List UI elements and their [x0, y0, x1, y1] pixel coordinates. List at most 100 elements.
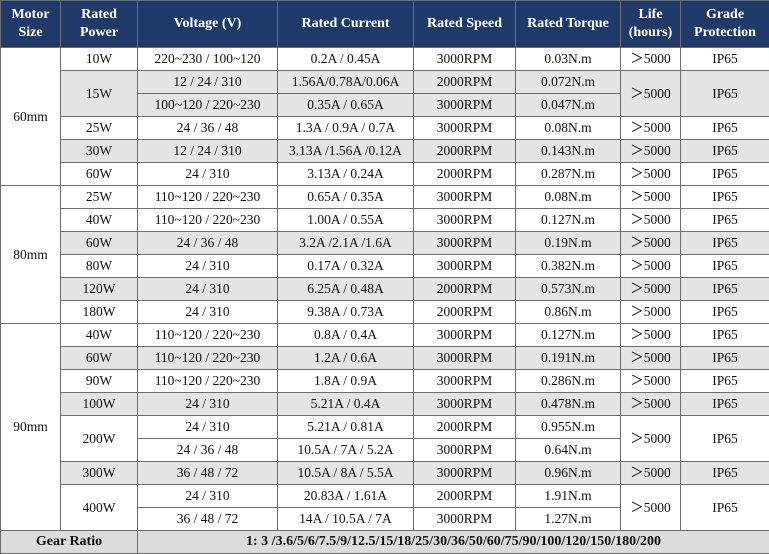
power-cell: 25W: [61, 186, 138, 209]
power-cell: 10W: [61, 48, 138, 71]
power-cell: 400W: [61, 485, 138, 531]
voltage-cell: 24 / 36 / 48: [138, 439, 278, 462]
torque-cell: 0.478N.m: [516, 393, 621, 416]
speed-cell: 3000RPM: [414, 370, 516, 393]
speed-cell: 2000RPM: [414, 71, 516, 94]
voltage-cell: 24 / 36 / 48: [138, 232, 278, 255]
protection-cell: IP65: [681, 485, 769, 531]
life-cell: ＞5000: [621, 462, 681, 485]
protection-cell: IP65: [681, 255, 769, 278]
power-cell: 90W: [61, 370, 138, 393]
voltage-cell: 12 / 24 / 310: [138, 140, 278, 163]
life-cell: ＞5000: [621, 186, 681, 209]
torque-cell: 1.27N.m: [516, 508, 621, 531]
voltage-cell: 36 / 48 / 72: [138, 462, 278, 485]
power-cell: 80W: [61, 255, 138, 278]
protection-cell: IP65: [681, 416, 769, 462]
power-cell: 200W: [61, 416, 138, 462]
header-text: Life: [621, 6, 680, 24]
life-cell: ＞5000: [621, 163, 681, 186]
header-text: Grade: [681, 6, 769, 24]
voltage-cell: 12 / 24 / 310: [138, 71, 278, 94]
gear-ratio-value: 1: 3 /3.6/5/6/7.5/9/12.5/15/18/25/30/36/…: [138, 531, 769, 554]
protection-cell: IP65: [681, 347, 769, 370]
current-cell: 1.8A / 0.9A: [278, 370, 414, 393]
protection-cell: IP65: [681, 71, 769, 117]
current-cell: 10.5A / 8A / 5.5A: [278, 462, 414, 485]
torque-cell: 0.03N.m: [516, 48, 621, 71]
voltage-cell: 110~120 / 220~230: [138, 186, 278, 209]
power-cell: 30W: [61, 140, 138, 163]
life-cell: ＞5000: [621, 255, 681, 278]
current-cell: 0.65A / 0.35A: [278, 186, 414, 209]
speed-cell: 3000RPM: [414, 324, 516, 347]
protection-cell: IP65: [681, 209, 769, 232]
header-text: Rated Torque: [516, 15, 620, 33]
torque-cell: 0.19N.m: [516, 232, 621, 255]
torque-cell: 0.127N.m: [516, 324, 621, 347]
header-text: Size: [1, 24, 60, 42]
header-text: Protection: [681, 24, 769, 42]
protection-cell: IP65: [681, 324, 769, 347]
voltage-cell: 24 / 310: [138, 163, 278, 186]
voltage-cell: 110~120 / 220~230: [138, 209, 278, 232]
power-cell: 120W: [61, 278, 138, 301]
life-cell: ＞5000: [621, 278, 681, 301]
voltage-cell: 24 / 310: [138, 393, 278, 416]
life-cell: ＞5000: [621, 324, 681, 347]
torque-cell: 0.08N.m: [516, 117, 621, 140]
voltage-cell: 24 / 310: [138, 416, 278, 439]
speed-cell: 3000RPM: [414, 508, 516, 531]
speed-cell: 3000RPM: [414, 232, 516, 255]
header-text: Voltage (V): [138, 15, 277, 33]
speed-cell: 3000RPM: [414, 94, 516, 117]
header-cell: Voltage (V): [138, 1, 278, 48]
voltage-cell: 24 / 310: [138, 255, 278, 278]
voltage-cell: 100~120 / 220~230: [138, 94, 278, 117]
voltage-cell: 36 / 48 / 72: [138, 508, 278, 531]
voltage-cell: 110~120 / 220~230: [138, 324, 278, 347]
protection-cell: IP65: [681, 301, 769, 324]
torque-cell: 0.08N.m: [516, 186, 621, 209]
life-cell: ＞5000: [621, 416, 681, 462]
power-cell: 300W: [61, 462, 138, 485]
current-cell: 20.83A / 1.61A: [278, 485, 414, 508]
motor-size-cell: 90mm: [1, 324, 61, 531]
torque-cell: 0.072N.m: [516, 71, 621, 94]
protection-cell: IP65: [681, 462, 769, 485]
current-cell: 0.35A / 0.65A: [278, 94, 414, 117]
torque-cell: 0.127N.m: [516, 209, 621, 232]
current-cell: 5.21A / 0.4A: [278, 393, 414, 416]
protection-cell: IP65: [681, 370, 769, 393]
life-cell: ＞5000: [621, 209, 681, 232]
protection-cell: IP65: [681, 393, 769, 416]
voltage-cell: 24 / 310: [138, 301, 278, 324]
torque-cell: 0.573N.m: [516, 278, 621, 301]
header-text: Motor: [1, 6, 60, 24]
current-cell: 3.2A /2.1A /1.6A: [278, 232, 414, 255]
header-cell: Life(hours): [621, 1, 681, 48]
torque-cell: 0.047N.m: [516, 94, 621, 117]
torque-cell: 0.143N.m: [516, 140, 621, 163]
speed-cell: 2000RPM: [414, 485, 516, 508]
header-cell: Rated Torque: [516, 1, 621, 48]
torque-cell: 0.286N.m: [516, 370, 621, 393]
life-cell: ＞5000: [621, 48, 681, 71]
power-cell: 15W: [61, 71, 138, 117]
